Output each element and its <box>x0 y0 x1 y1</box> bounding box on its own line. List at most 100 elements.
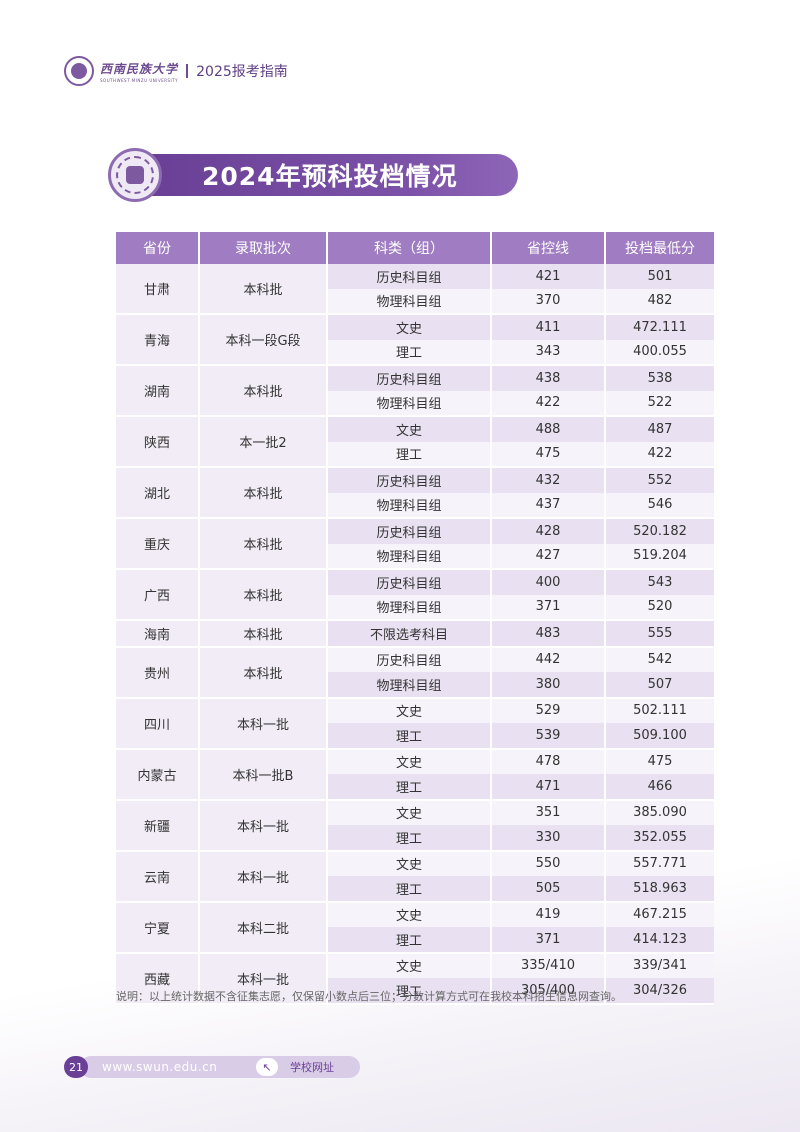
table-row: 青海 本科一段G段 文史 411 472.111 <box>116 315 714 366</box>
category-cell: 历史科目组 <box>328 570 492 595</box>
min-score-cell: 507 <box>606 672 714 699</box>
table-row: 广西 本科批 历史科目组 400 543 <box>116 570 714 621</box>
category-cell: 历史科目组 <box>328 366 492 391</box>
province-cell: 贵州 <box>116 647 200 699</box>
control-line-cell: 529 <box>492 698 606 723</box>
batch-cell: 本科一批 <box>200 851 328 903</box>
control-line-cell: 539 <box>492 723 606 750</box>
control-line-cell: 471 <box>492 774 606 801</box>
batch-cell: 本科批 <box>200 647 328 699</box>
category-cell: 物理科目组 <box>328 390 492 417</box>
batch-cell: 本科一批 <box>200 800 328 852</box>
province-cell: 云南 <box>116 851 200 903</box>
province-cell: 新疆 <box>116 800 200 852</box>
category-cell: 历史科目组 <box>328 468 492 493</box>
table-row: 海南 本科批 不限选考科目 483 555 <box>116 621 714 648</box>
min-score-cell: 422 <box>606 441 714 468</box>
batch-cell: 本科批 <box>200 366 328 417</box>
category-cell: 物理科目组 <box>328 594 492 621</box>
batch-cell: 本一批2 <box>200 417 328 468</box>
university-logo: 西南民族大学 SOUTHWEST MINZU UNIVERSITY <box>100 60 178 83</box>
province-cell: 甘肃 <box>116 264 200 315</box>
min-score-cell: 542 <box>606 647 714 672</box>
control-line-cell: 370 <box>492 288 606 315</box>
table-row: 物理科目组 422 522 <box>116 390 714 417</box>
category-cell: 文史 <box>328 698 492 723</box>
min-score-cell: 538 <box>606 366 714 391</box>
category-cell: 文史 <box>328 851 492 876</box>
table-row: 理工 330 352.055 <box>116 825 714 852</box>
category-cell: 文史 <box>328 749 492 774</box>
university-seal-icon <box>64 56 94 86</box>
header-divider <box>186 64 189 78</box>
table-row: 重庆 本科批 历史科目组 428 520.182 <box>116 519 714 570</box>
batch-cell: 本科批 <box>200 468 328 519</box>
header-batch: 录取批次 <box>200 232 328 264</box>
control-line-cell: 371 <box>492 927 606 954</box>
min-score-cell: 487 <box>606 417 714 442</box>
min-score-cell: 466 <box>606 774 714 801</box>
control-line-cell: 505 <box>492 876 606 903</box>
min-score-cell: 519.204 <box>606 543 714 570</box>
header-province: 省份 <box>116 232 200 264</box>
logo-subtext: SOUTHWEST MINZU UNIVERSITY <box>100 77 179 83</box>
province-cell: 西藏 <box>116 953 200 1005</box>
batch-cell: 本科批 <box>200 570 328 621</box>
min-score-cell: 482 <box>606 288 714 315</box>
control-line-cell: 438 <box>492 366 606 391</box>
category-cell: 理工 <box>328 774 492 801</box>
control-line-cell: 428 <box>492 519 606 544</box>
min-score-cell: 520 <box>606 594 714 621</box>
category-cell: 物理科目组 <box>328 543 492 570</box>
section-title: 2024年预科投档情况 <box>202 162 458 191</box>
seal-badge-icon <box>108 148 162 202</box>
category-cell: 文史 <box>328 953 492 978</box>
category-cell: 文史 <box>328 315 492 340</box>
category-cell: 历史科目组 <box>328 647 492 672</box>
url-pill[interactable]: www.swun.edu.cn ↖ 学校网址 <box>80 1056 360 1078</box>
category-cell: 物理科目组 <box>328 492 492 519</box>
admission-table: 省份 录取批次 科类（组） 省控线 投档最低分 甘肃 本科批 历史科目组 421 501… <box>116 232 714 1005</box>
control-line-cell: 437 <box>492 492 606 519</box>
category-cell: 历史科目组 <box>328 264 492 289</box>
table-row: 四川 本科一批 文史 529 502.111 <box>116 698 714 750</box>
control-line-cell: 422 <box>492 390 606 417</box>
min-score-cell: 546 <box>606 492 714 519</box>
table-row: 新疆 本科一批 文史 351 385.090 <box>116 800 714 852</box>
province-cell: 青海 <box>116 315 200 366</box>
table-row: 物理科目组 427 519.204 <box>116 543 714 570</box>
website-url[interactable]: www.swun.edu.cn <box>102 1060 218 1074</box>
header-control-line: 省控线 <box>492 232 606 264</box>
min-score-cell: 467.215 <box>606 902 714 927</box>
table-row: 内蒙古 本科一批B 文史 478 475 <box>116 749 714 801</box>
control-line-cell: 419 <box>492 902 606 927</box>
control-line-cell: 380 <box>492 672 606 699</box>
min-score-cell: 557.771 <box>606 851 714 876</box>
category-cell: 理工 <box>328 339 492 366</box>
min-score-cell: 501 <box>606 264 714 289</box>
table-row: 理工 371 414.123 <box>116 927 714 954</box>
min-score-cell: 339/341 <box>606 953 714 978</box>
category-cell: 文史 <box>328 417 492 442</box>
category-cell: 理工 <box>328 927 492 954</box>
batch-cell: 本科批 <box>200 519 328 570</box>
category-cell: 理工 <box>328 441 492 468</box>
header-min-score: 投档最低分 <box>606 232 714 264</box>
control-line-cell: 478 <box>492 749 606 774</box>
province-cell: 湖北 <box>116 468 200 519</box>
province-cell: 广西 <box>116 570 200 621</box>
control-line-cell: 330 <box>492 825 606 852</box>
control-line-cell: 400 <box>492 570 606 595</box>
table-row: 理工 471 466 <box>116 774 714 801</box>
min-score-cell: 385.090 <box>606 800 714 825</box>
control-line-cell: 427 <box>492 543 606 570</box>
min-score-cell: 400.055 <box>606 339 714 366</box>
page-footer: 21 www.swun.edu.cn ↖ 学校网址 <box>64 1056 360 1078</box>
control-line-cell: 335/410 <box>492 953 606 978</box>
province-cell: 宁夏 <box>116 902 200 954</box>
batch-cell: 本科一批 <box>200 698 328 750</box>
province-cell: 湖南 <box>116 366 200 417</box>
control-line-cell: 475 <box>492 441 606 468</box>
table-row: 湖北 本科批 历史科目组 432 552 <box>116 468 714 519</box>
table-row: 西藏 本科一批 文史 335/410 339/341 <box>116 953 714 1005</box>
